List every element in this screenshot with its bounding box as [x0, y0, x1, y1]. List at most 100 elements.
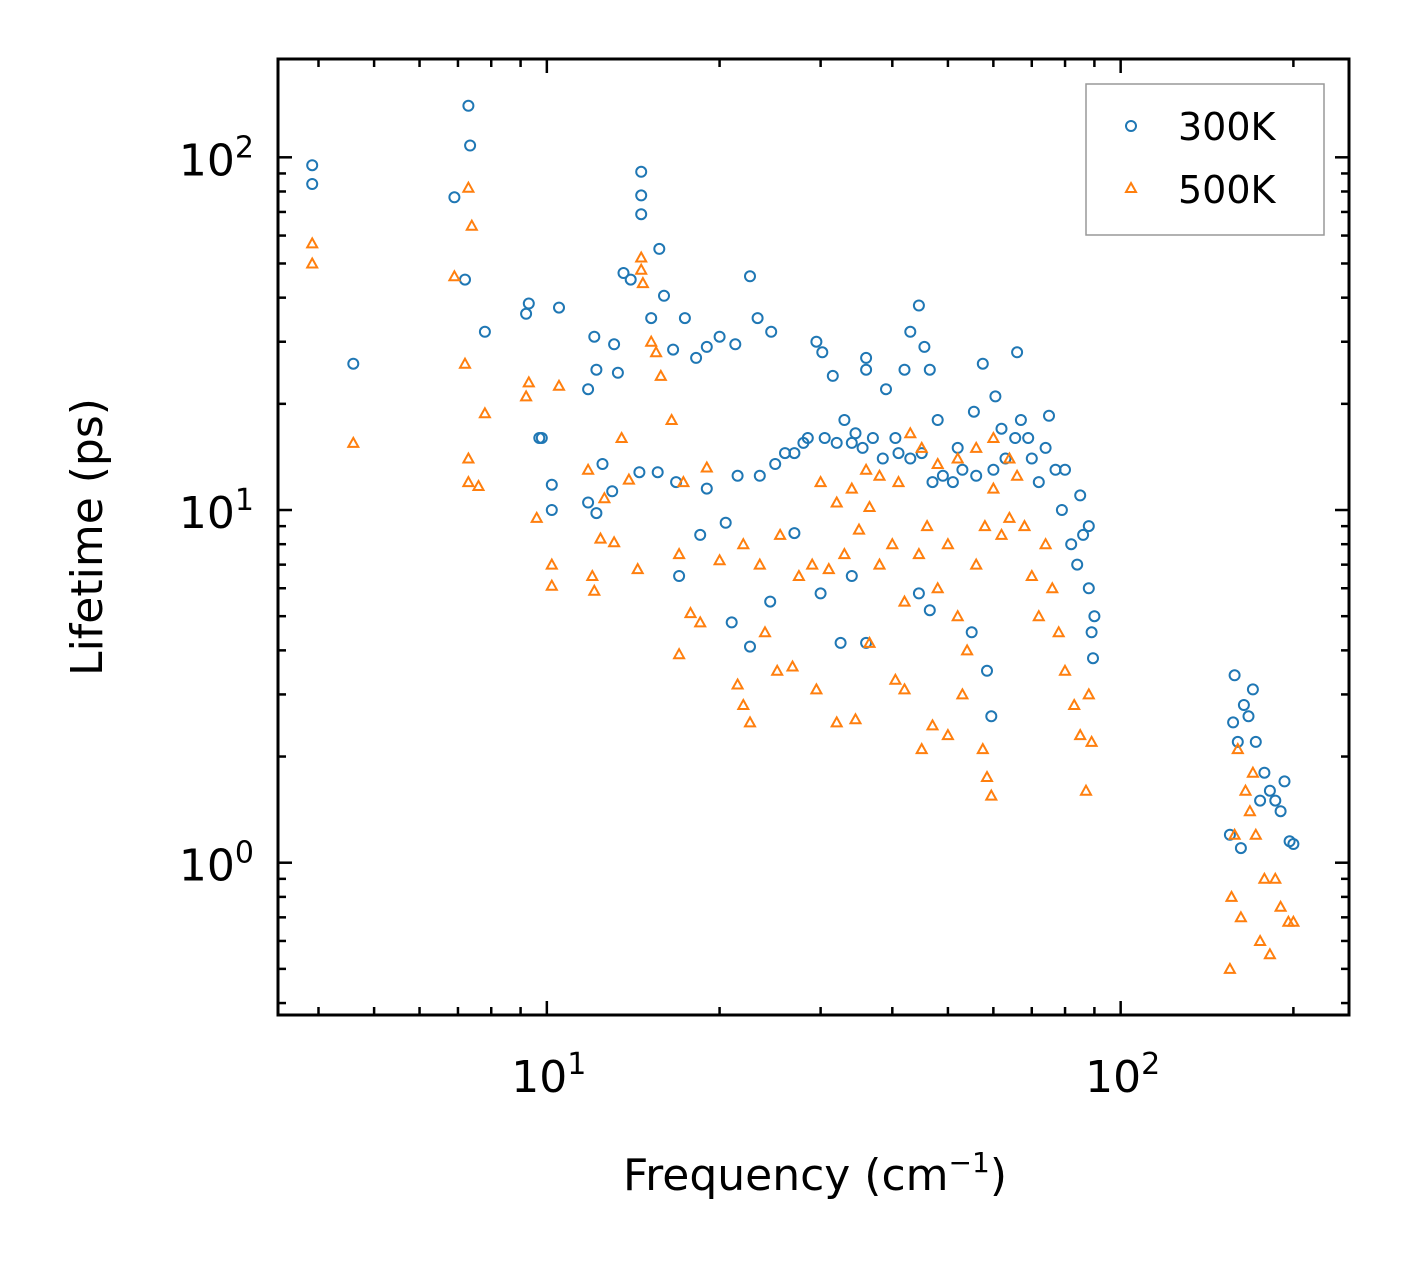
point-500k: [773, 527, 787, 540]
point-300k: [1249, 735, 1262, 748]
point-300k: [522, 297, 535, 310]
point-300k: [764, 595, 777, 608]
point-300k: [658, 289, 670, 302]
point-300k: [590, 507, 603, 520]
point-300k: [306, 178, 319, 190]
point-500k: [951, 609, 965, 622]
point-500k: [1058, 663, 1072, 676]
point-500k: [672, 547, 686, 560]
point-300k: [838, 414, 851, 426]
point-500k: [712, 553, 727, 566]
legend-marker-500k: [1124, 180, 1138, 193]
point-500k: [607, 535, 621, 548]
point-300k: [1234, 842, 1247, 855]
point-300k: [1278, 775, 1291, 788]
point-500k: [897, 594, 912, 607]
point-500k: [461, 180, 476, 193]
point-500k: [822, 562, 836, 575]
point-500k: [862, 635, 877, 648]
point-300k: [478, 325, 491, 338]
point-500k: [1246, 765, 1260, 778]
point-300k: [713, 330, 726, 343]
point-500k: [676, 475, 691, 488]
point-500k: [1238, 783, 1253, 796]
point-500k: [872, 468, 887, 481]
point-300k: [876, 452, 889, 465]
point-300k: [923, 363, 936, 376]
point-300k: [1022, 432, 1035, 444]
point-500k: [1257, 871, 1272, 884]
point-500k: [1073, 728, 1087, 741]
y-tick-label: 101: [179, 483, 254, 539]
point-500k: [461, 451, 476, 464]
point-500k: [471, 478, 486, 491]
point-500k: [848, 712, 863, 725]
point-500k: [1286, 914, 1301, 927]
legend-box: [1085, 83, 1325, 236]
point-500k: [830, 495, 844, 508]
point-300k: [889, 432, 902, 444]
point-300k: [719, 516, 732, 529]
point-300k: [1043, 409, 1055, 422]
point-300k: [826, 369, 839, 382]
point-500k: [984, 788, 998, 801]
point-300k: [1039, 441, 1052, 454]
point-500k: [1002, 510, 1017, 523]
point-300k: [995, 422, 1008, 435]
point-300k: [1082, 582, 1095, 595]
point-500k: [672, 647, 686, 660]
point-300k: [970, 469, 983, 482]
point-500k: [636, 276, 650, 289]
plot-frame: [276, 57, 1351, 1017]
point-300k: [1258, 766, 1271, 779]
point-300k: [987, 463, 1000, 476]
point-500k: [545, 557, 559, 570]
point-300k: [1065, 538, 1078, 551]
point-300k: [753, 469, 766, 482]
point-500k: [941, 537, 955, 550]
point-300k: [981, 664, 993, 677]
point-300k: [1237, 699, 1250, 711]
point-500k: [346, 435, 360, 448]
point-300k: [1287, 838, 1300, 850]
point-300k: [985, 710, 998, 723]
point-500k: [960, 643, 974, 656]
x-axis-title-main: Frequency (cm: [623, 1150, 949, 1201]
point-300k: [1011, 346, 1024, 359]
point-500k: [736, 537, 750, 550]
point-500k: [1084, 734, 1099, 747]
point-500k: [1227, 827, 1242, 840]
point-300k: [588, 330, 601, 343]
point-300k: [1032, 476, 1045, 489]
point-500k: [700, 460, 714, 473]
x-tick-label: 102: [1085, 1047, 1160, 1103]
point-300k: [582, 496, 595, 509]
point-500k: [461, 475, 476, 488]
point-300k: [788, 447, 801, 460]
point-300k: [617, 267, 630, 279]
point-500k: [1067, 697, 1081, 710]
point-300k: [923, 604, 936, 617]
point-300k: [912, 299, 925, 312]
point-500k: [743, 715, 757, 728]
point-500k: [1032, 609, 1046, 622]
x-tick-label-exp: 1: [567, 1047, 586, 1082]
point-300k: [1087, 652, 1099, 665]
point-500k: [862, 499, 877, 512]
point-500k: [955, 687, 970, 700]
point-500k: [888, 672, 903, 685]
point-300k: [967, 405, 980, 418]
point-500k: [912, 547, 926, 560]
point-300k: [936, 469, 949, 482]
point-300k: [931, 414, 944, 426]
point-500k: [994, 527, 1009, 540]
legend-marker-300k: [1125, 120, 1137, 132]
point-300k: [1014, 414, 1027, 426]
point-300k: [459, 273, 471, 286]
point-300k: [1071, 558, 1084, 571]
point-500k: [1268, 871, 1282, 884]
point-300k: [946, 476, 959, 489]
point-500k: [644, 334, 658, 347]
point-500k: [1045, 581, 1059, 594]
x-tick-label-base: 10: [511, 1052, 567, 1103]
